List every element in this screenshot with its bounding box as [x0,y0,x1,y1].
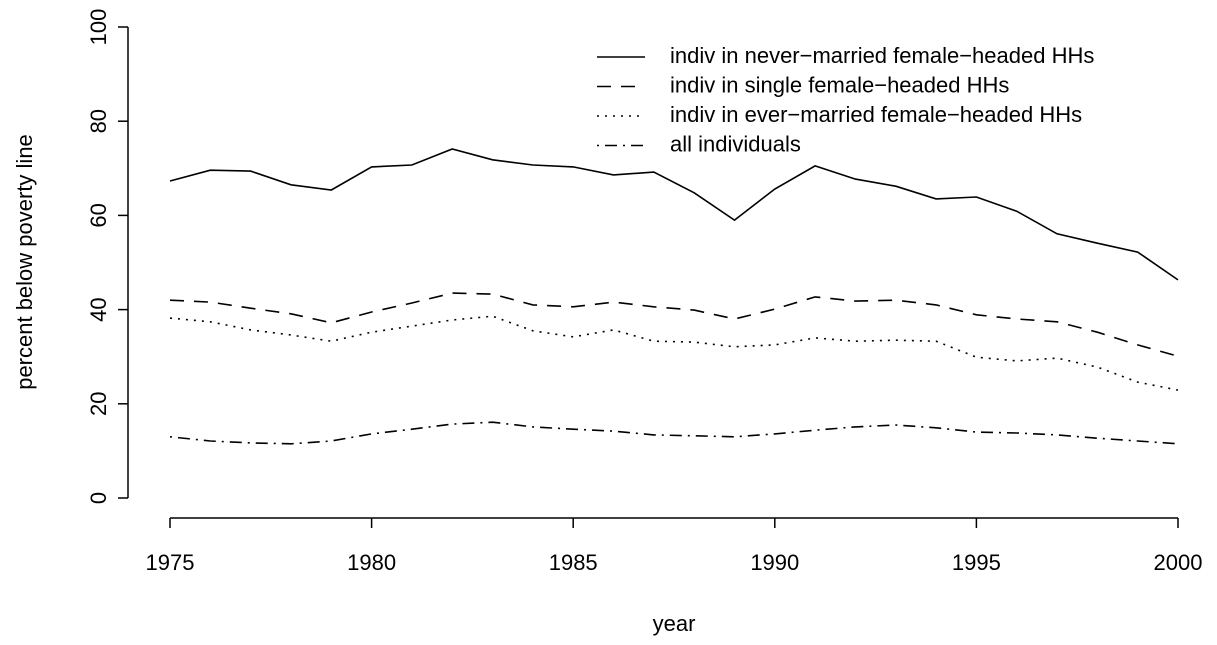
x-tick-label: 1990 [750,550,799,575]
x-tick-label: 2000 [1154,550,1203,575]
x-axis-label: year [653,611,696,636]
series-line [169,315,1179,391]
x-tick-label: 1980 [347,550,396,575]
y-axis-label: percent below poverty line [12,134,37,390]
y-tick-label: 20 [86,392,111,416]
series-line [169,421,1179,445]
x-tick-label: 1995 [952,550,1001,575]
x-tick-label: 1975 [146,550,195,575]
x-tick-label: 1985 [549,550,598,575]
legend-label: indiv in single female−headed HHs [670,72,1009,97]
y-tick-label: 40 [86,297,111,321]
legend-label: indiv in never−married female−headed HHs [670,43,1094,68]
series-line [169,148,1179,281]
y-tick-label: 60 [86,203,111,227]
series-line [169,292,1179,357]
y-tick-label: 0 [86,492,111,504]
legend-label: indiv in ever−married female−headed HHs [670,102,1082,127]
legend-label: all individuals [670,131,801,156]
y-tick-label: 100 [86,9,111,46]
y-tick-label: 80 [86,109,111,133]
